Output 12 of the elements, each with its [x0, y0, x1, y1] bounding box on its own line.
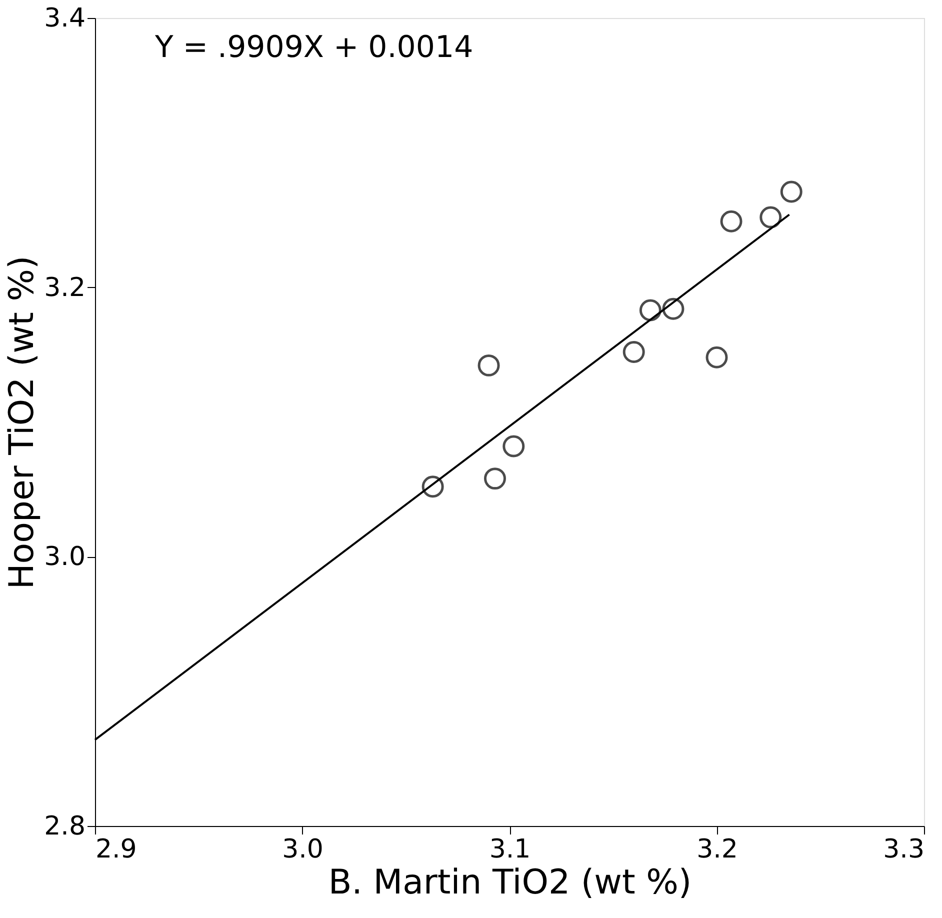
y-tick-label: 2.8 — [44, 812, 86, 842]
x-tick-label: 3.3 — [883, 834, 924, 864]
x-tick-label: 2.9 — [96, 834, 137, 864]
x-axis-title: B. Martin TiO2 (wt %) — [328, 862, 692, 902]
y-axis-title: Hooper TiO2 (wt %) — [2, 256, 42, 590]
x-tick-label: 3.1 — [489, 834, 531, 864]
x-tick-label: 3.2 — [696, 834, 738, 864]
y-tick-label: 3.0 — [44, 542, 86, 572]
y-tick-label: 3.4 — [44, 4, 86, 34]
x-tick-label: 3.0 — [282, 834, 324, 864]
y-tick-label: 3.2 — [44, 272, 86, 303]
annotation: Y = .9909X + 0.0014 — [154, 30, 474, 65]
